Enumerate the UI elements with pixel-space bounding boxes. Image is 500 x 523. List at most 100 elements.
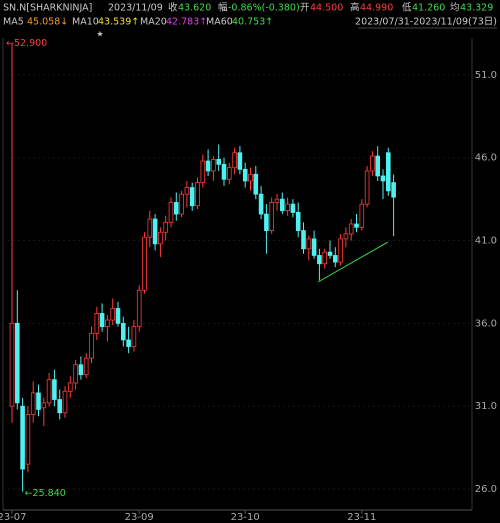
candle-body [179,193,184,215]
high-annotation: ←52.900 [6,38,47,49]
quote-label: 幅 [218,2,228,14]
y-tick-label: 41.0 [475,236,497,247]
candle-body [322,251,327,265]
candle-body [110,308,116,321]
quote-label: 开 [300,3,310,14]
candle-body [343,233,349,240]
x-tick-label: 23-11 [347,512,376,523]
quote-value: 41.260 [412,3,445,14]
candle-body [173,202,179,215]
candle-body [73,364,78,384]
quote-value: 44.500 [310,3,343,14]
candle-body [25,414,31,465]
candle-body [311,238,317,256]
candle-body [232,152,237,169]
candle-body [136,289,142,328]
candle-body [285,203,290,212]
candle-body [115,308,121,324]
candle-body [78,364,84,376]
candle-body [168,202,174,223]
candle-body [94,313,100,334]
candle-body [158,231,163,245]
ma-label: MA5 [3,17,24,28]
candle-body [327,251,333,256]
x-tick-label: 23-10 [231,512,260,523]
candle-body [258,193,264,215]
quote-label: 高 [350,2,360,14]
candle-body [306,238,312,250]
candle-body [269,202,274,232]
date-range: 2023/07/31-2023/11/09(73日) [355,17,497,28]
y-tick-label: 36.0 [475,318,497,329]
quote-label: 均 [450,2,460,14]
candle-body [279,198,285,212]
candle-body [248,173,253,182]
candle-body [131,326,137,347]
candle-body [20,405,25,470]
candle-body [163,221,169,233]
y-tick-label: 26.0 [475,484,497,495]
quote-value: -0.86%(-0.380) [228,3,300,14]
quote-value: 43.329 [460,3,493,14]
candle-body [375,155,380,177]
candle-body [184,187,190,195]
candle-body [338,238,343,263]
candle-body [105,319,110,328]
candle-body [274,198,280,203]
candle-body [142,236,147,291]
x-tick-label: 23-09 [125,512,154,523]
candle-body [89,332,94,359]
candle-body [332,255,338,263]
quote-value: 44.990 [360,3,393,14]
star: ★ [96,30,103,39]
candle-body [9,322,15,407]
ma-value: 45.058↓ [27,17,68,28]
candle-body [195,182,200,207]
candle-body [68,382,73,392]
candle-body [41,402,47,409]
candle-body [242,168,248,182]
candle-body [221,163,227,180]
candle-body [99,313,105,328]
candle-body [30,392,36,415]
y-tick-label: 51.0 [475,70,497,81]
quote-label: 低 [402,2,412,14]
candle-body [121,322,126,341]
candle-body [364,170,370,205]
candle-body [290,203,296,213]
candle-body [295,211,301,232]
date: 2023/11/09 [108,3,163,14]
ma-value: 42.783↑ [166,17,207,28]
candle-body [264,213,269,232]
candle-body [83,357,89,376]
candle-body [200,160,206,183]
x-tick-label: 23-07 [0,512,27,523]
candle-body [14,322,20,404]
candle-body [36,392,41,410]
quote-value: 43.620 [178,3,211,14]
candle-body [380,175,386,182]
candle-body [359,203,365,228]
ma-label: MA10 [72,17,99,28]
candle-body [189,187,195,207]
candle-body [237,152,243,170]
candle-body [348,223,354,235]
candle-body [391,182,396,198]
symbol: SN.N[SHARKNINJA] [3,3,92,14]
candle-body [52,379,57,400]
candle-body [253,173,259,195]
ma-label: MA20 [140,17,167,28]
candle-body [46,379,52,404]
y-tick-label: 31.0 [475,401,497,412]
candle-body [226,167,232,180]
candle-body [57,399,62,414]
quote-label: 收 [168,2,178,14]
ma-label: MA60 [206,17,233,28]
candle-body [152,218,158,245]
ma-value: 43.539↑ [98,17,139,28]
candle-body [301,230,306,250]
candle-body [385,152,391,192]
ma-value: 40.753↑ [232,17,273,28]
candle-body [62,390,68,414]
